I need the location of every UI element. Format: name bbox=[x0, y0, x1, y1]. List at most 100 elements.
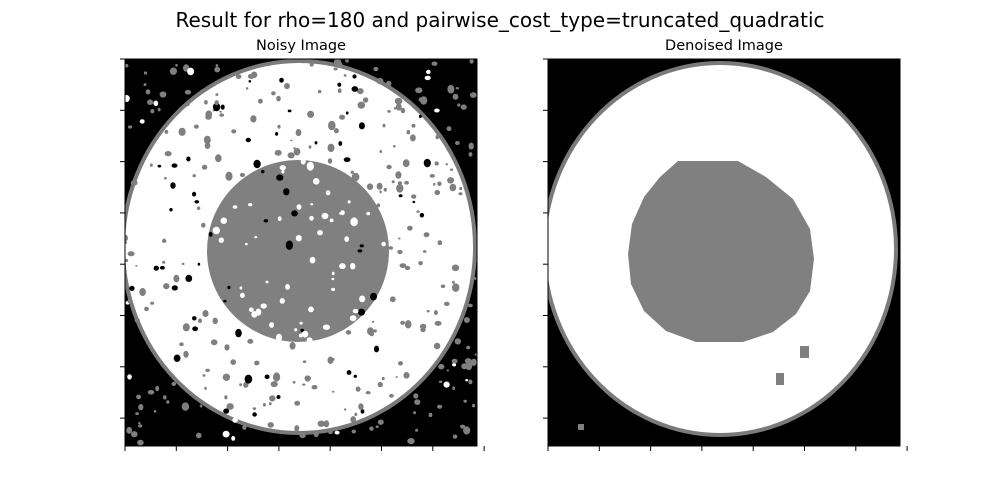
denoised-axes bbox=[543, 58, 908, 451]
noise-speckle bbox=[227, 285, 231, 290]
noise-speckle bbox=[131, 431, 138, 438]
noise-speckle bbox=[138, 404, 144, 411]
noise-speckle bbox=[381, 241, 386, 247]
noise-speckle bbox=[296, 204, 302, 210]
noise-speckle bbox=[350, 170, 354, 174]
noise-speckle bbox=[130, 180, 138, 186]
noise-speckle bbox=[162, 260, 166, 264]
noise-speckle bbox=[451, 358, 458, 364]
noise-speckle bbox=[222, 373, 231, 381]
noise-speckle bbox=[252, 412, 257, 417]
noise-speckle bbox=[331, 287, 336, 292]
noise-speckle bbox=[389, 393, 394, 398]
noise-speckle bbox=[289, 342, 296, 350]
noise-speckle bbox=[404, 180, 409, 185]
noise-speckle bbox=[198, 318, 202, 324]
noise-speckle bbox=[248, 203, 253, 207]
noise-speckle bbox=[424, 75, 431, 81]
noise-speckle bbox=[437, 181, 442, 187]
noise-speckle bbox=[447, 84, 455, 94]
noise-speckle bbox=[426, 310, 430, 313]
noise-speckle bbox=[373, 329, 377, 333]
noise-speckle bbox=[202, 374, 206, 377]
noise-speckle bbox=[240, 292, 245, 299]
noise-speckle bbox=[220, 217, 228, 224]
noise-speckle bbox=[204, 100, 208, 105]
noise-speckle bbox=[347, 200, 351, 204]
noise-speckle bbox=[295, 129, 302, 137]
noise-speckle bbox=[452, 386, 456, 391]
noise-speckle bbox=[159, 265, 165, 270]
noise-speckle bbox=[458, 192, 463, 196]
noisy-image bbox=[120, 58, 485, 451]
noise-speckle bbox=[351, 429, 356, 434]
noise-speckle bbox=[199, 404, 203, 408]
noise-speckle bbox=[317, 420, 325, 427]
noise-speckle bbox=[179, 342, 184, 347]
noise-speckle bbox=[186, 156, 191, 162]
noise-speckle bbox=[175, 63, 178, 67]
noise-speckle bbox=[333, 128, 339, 134]
noise-speckle bbox=[215, 64, 219, 67]
noise-speckle bbox=[314, 141, 318, 145]
noise-speckle bbox=[232, 417, 238, 423]
noise-speckle bbox=[205, 368, 210, 372]
noise-speckle bbox=[264, 374, 270, 380]
noise-speckle bbox=[395, 171, 402, 179]
noise-speckle bbox=[460, 104, 467, 110]
noise-speckle bbox=[434, 320, 442, 326]
noise-speckle bbox=[125, 64, 129, 68]
noise-speckle bbox=[338, 141, 343, 146]
noise-speckle bbox=[473, 277, 477, 280]
noise-speckle bbox=[468, 379, 473, 385]
noise-speckle bbox=[353, 374, 357, 378]
noise-speckle bbox=[243, 381, 249, 388]
noise-speckle bbox=[163, 395, 167, 400]
noise-speckle bbox=[464, 427, 468, 431]
noise-speckle bbox=[194, 124, 199, 129]
noise-speckle bbox=[166, 400, 170, 404]
noise-speckle bbox=[210, 339, 218, 346]
noise-speckle bbox=[400, 107, 406, 114]
noise-speckle bbox=[387, 110, 391, 113]
noise-speckle bbox=[295, 235, 302, 242]
noise-speckle bbox=[337, 88, 342, 94]
noise-speckle bbox=[407, 225, 413, 231]
noise-speckle bbox=[192, 191, 197, 197]
noise-speckle bbox=[125, 234, 128, 242]
noise-speckle bbox=[135, 412, 139, 415]
noise-speckle bbox=[386, 164, 392, 170]
noise-speckle bbox=[155, 385, 160, 392]
noise-speckle bbox=[415, 428, 419, 432]
noise-speckle bbox=[222, 430, 230, 438]
noise-speckle bbox=[313, 431, 319, 438]
noise-speckle bbox=[343, 74, 347, 77]
noise-speckle bbox=[269, 322, 275, 328]
noise-speckle bbox=[419, 212, 425, 218]
noise-speckle bbox=[275, 132, 279, 136]
noise-speckle bbox=[449, 183, 457, 192]
noise-speckle bbox=[204, 142, 211, 149]
noisy-center-disc bbox=[207, 160, 389, 342]
noise-speckle bbox=[350, 416, 357, 423]
noise-speckle bbox=[455, 87, 459, 90]
noise-speckle bbox=[415, 87, 423, 94]
noise-speckle bbox=[398, 194, 403, 198]
noise-speckle bbox=[332, 390, 335, 393]
noise-speckle bbox=[185, 274, 193, 282]
noise-speckle bbox=[389, 296, 396, 303]
noise-speckle bbox=[450, 168, 454, 171]
noise-speckle bbox=[358, 308, 365, 316]
noise-speckle bbox=[463, 399, 468, 403]
noise-speckle bbox=[357, 249, 363, 253]
noise-speckle bbox=[339, 263, 346, 270]
noise-speckle bbox=[398, 361, 403, 366]
noise-speckle bbox=[394, 97, 403, 105]
noise-speckle bbox=[265, 280, 269, 284]
noise-speckle bbox=[452, 283, 460, 292]
noise-speckle bbox=[164, 151, 172, 157]
noise-speckle bbox=[433, 342, 441, 350]
noise-speckle bbox=[355, 386, 361, 392]
noise-speckle bbox=[178, 127, 186, 136]
noise-speckle bbox=[212, 226, 220, 235]
